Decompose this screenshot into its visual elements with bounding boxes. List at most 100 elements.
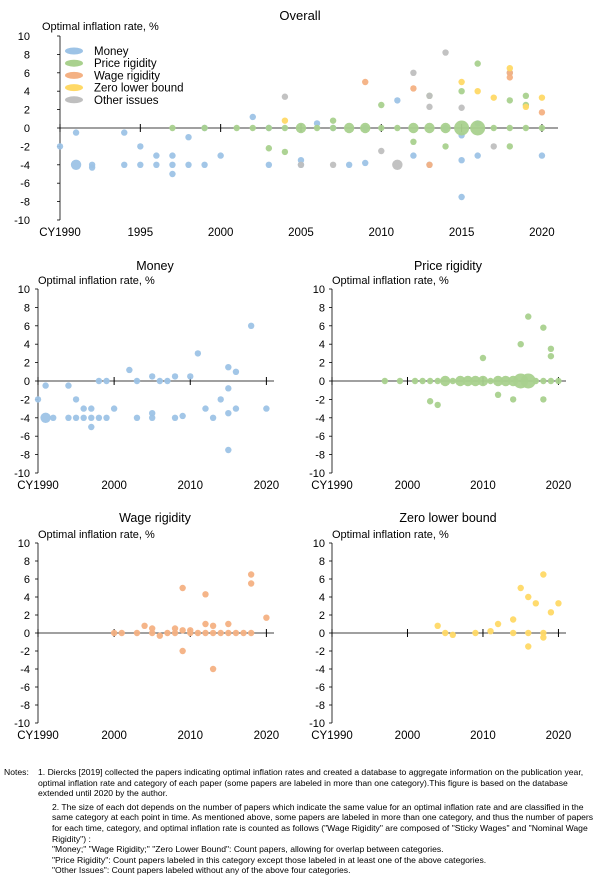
x-tick-label: 2000: [101, 730, 127, 742]
x-tick-label: CY1990: [39, 227, 81, 239]
data-point: [217, 152, 224, 159]
data-point: [410, 85, 417, 92]
data-point: [148, 410, 156, 417]
data-point: [517, 341, 524, 348]
data-point: [470, 375, 481, 387]
data-point: [225, 620, 232, 628]
y-tick-label: -4: [315, 664, 325, 676]
data-point: [458, 104, 465, 111]
y-tick-label: 4: [319, 339, 325, 351]
data-point: [65, 414, 72, 421]
data-point: [410, 138, 417, 145]
chart-overall: Overall Optimal inflation rate, % -10 -8 -6 -…: [14, 8, 558, 239]
x-tick-label: 2020: [254, 480, 280, 492]
data-point: [249, 113, 256, 121]
chart-title: Money: [136, 259, 174, 273]
x-tick-label: 2000: [208, 227, 234, 239]
data-point: [295, 122, 307, 134]
notes-label: Notes:: [4, 767, 29, 777]
y-tick-label: 0: [24, 628, 30, 640]
data-point: [80, 405, 87, 412]
data-point: [458, 193, 465, 201]
y-tick-label: 6: [24, 321, 30, 333]
data-point: [522, 103, 530, 111]
data-point: [474, 88, 481, 95]
data-point: [171, 373, 179, 380]
y-tick-label: 0: [319, 628, 325, 640]
data-point: [434, 377, 441, 385]
x-tick-label: CY1990: [17, 730, 59, 742]
data-point: [156, 632, 164, 639]
series-wage-rigidity: [362, 69, 546, 168]
y-tick-label: 0: [319, 376, 325, 388]
data-point: [133, 377, 141, 385]
y-tick-label: 6: [24, 574, 30, 586]
data-point: [525, 629, 532, 637]
y-tick-label: -2: [315, 646, 325, 658]
data-point: [247, 629, 255, 637]
x-tick-label: 1995: [128, 227, 154, 239]
data-point: [201, 161, 208, 168]
data-point: [121, 161, 128, 168]
data-point: [472, 629, 479, 637]
series-money: [34, 322, 270, 454]
data-point: [225, 385, 232, 392]
data-point: [225, 410, 232, 417]
data-point: [555, 377, 562, 385]
y-tick-label: -8: [20, 197, 30, 209]
y-tick-label: -4: [20, 664, 30, 676]
data-point: [232, 629, 240, 637]
data-point: [442, 629, 449, 637]
data-point: [458, 78, 465, 86]
data-point: [506, 97, 514, 104]
x-tick-label: 2010: [177, 730, 203, 742]
y-tick-label: 8: [24, 302, 30, 314]
y-axis-label: Optimal inflation rate, %: [38, 275, 155, 287]
data-point: [179, 412, 186, 420]
data-point: [329, 161, 337, 168]
x-tick-label: CY1990: [17, 480, 59, 492]
series-wage: [110, 571, 270, 673]
data-point: [50, 414, 57, 421]
data-point: [410, 69, 417, 77]
y-tick-label: 4: [24, 339, 30, 351]
data-point: [313, 120, 321, 127]
data-point: [494, 620, 502, 628]
data-point: [381, 377, 389, 385]
x-tick-label: 2020: [254, 730, 280, 742]
y-tick-label: -10: [14, 718, 30, 730]
data-point: [247, 580, 255, 587]
data-point: [538, 109, 546, 116]
data-point: [479, 354, 487, 362]
data-point: [520, 373, 536, 389]
y-tick-label: 4: [24, 592, 30, 604]
data-point: [540, 571, 547, 578]
chart-price: Price rigidity Optimal inflation rate, % -…: [309, 259, 571, 492]
data-point: [540, 634, 547, 641]
note-2-text: The size of each dot depends on the numb…: [52, 801, 594, 844]
data-point: [490, 143, 497, 150]
data-point: [263, 614, 270, 621]
y-tick-label: -10: [309, 718, 325, 730]
legend-swatch: [65, 47, 83, 55]
data-point: [487, 377, 494, 385]
y-tick-label: -6: [20, 682, 30, 694]
x-tick-label: 2020: [529, 227, 555, 239]
data-point: [209, 665, 217, 673]
data-point: [506, 69, 514, 77]
data-point: [362, 159, 369, 167]
data-point: [148, 373, 156, 380]
x-tick-label: 2010: [470, 480, 496, 492]
data-point: [232, 368, 240, 375]
y-tick-label: -6: [20, 431, 30, 443]
chart-title: Zero lower bound: [399, 511, 496, 525]
y-tick-label: 10: [313, 284, 325, 296]
data-point: [171, 414, 179, 421]
data-point: [202, 629, 209, 637]
legend-entry: Other issues: [94, 95, 159, 107]
x-tick-label: CY1990: [311, 480, 353, 492]
data-point: [141, 622, 148, 629]
data-point: [490, 94, 497, 101]
y-tick-label: 8: [319, 556, 325, 568]
